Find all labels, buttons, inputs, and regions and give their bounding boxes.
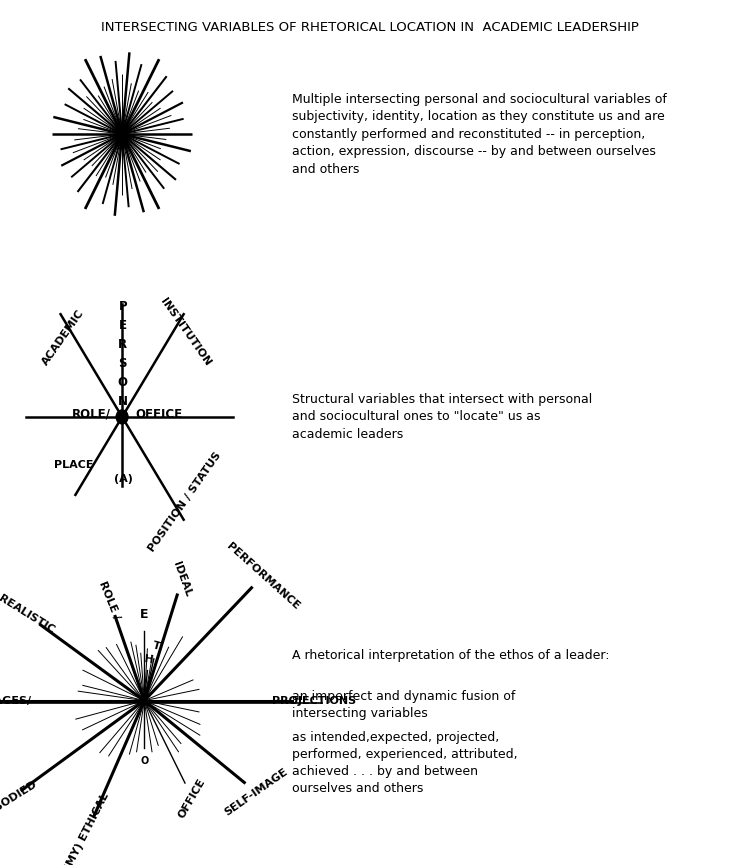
Text: A rhetorical interpretation of the ethos of a leader:: A rhetorical interpretation of the ethos…	[292, 649, 610, 663]
Text: N: N	[118, 394, 128, 408]
Text: Multiple intersecting personal and sociocultural variables of
subjectivity, iden: Multiple intersecting personal and socio…	[292, 93, 667, 176]
Text: INSTITUTION: INSTITUTION	[158, 297, 212, 368]
Text: INTERSECTING VARIABLES OF RHETORICAL LOCATION IN  ACADEMIC LEADERSHIP: INTERSECTING VARIABLES OF RHETORICAL LOC…	[101, 21, 639, 35]
Text: ACADEMIC: ACADEMIC	[40, 308, 86, 367]
Text: PROJECTIONS: PROJECTIONS	[272, 695, 357, 706]
Text: POSITION / STATUS: POSITION / STATUS	[147, 450, 223, 554]
Text: (A): (A)	[114, 474, 133, 484]
Text: OTHERS' IMAGES/: OTHERS' IMAGES/	[0, 695, 30, 706]
Text: ROLE /: ROLE /	[98, 580, 122, 621]
Text: H: H	[144, 654, 154, 665]
Text: O: O	[118, 375, 128, 389]
Text: SELF-IMAGE: SELF-IMAGE	[223, 767, 290, 818]
Text: Structural variables that intersect with personal
and sociocultural ones to "loc: Structural variables that intersect with…	[292, 393, 593, 441]
Text: OFFICE: OFFICE	[177, 777, 208, 820]
Text: T: T	[152, 640, 162, 652]
Text: R: R	[118, 337, 127, 351]
Circle shape	[116, 410, 128, 424]
Text: S: S	[118, 356, 127, 370]
Text: O: O	[140, 756, 149, 766]
Text: ROLE/: ROLE/	[72, 407, 111, 421]
Text: E: E	[140, 607, 149, 621]
Text: P: P	[118, 299, 127, 313]
Text: (MY) ETHICAL: (MY) ETHICAL	[64, 791, 111, 865]
Text: EMBODIED: EMBODIED	[0, 778, 38, 823]
Text: PLACE: PLACE	[54, 459, 94, 470]
Text: PERFORMANCE: PERFORMANCE	[224, 541, 301, 612]
Text: OFFICE: OFFICE	[135, 407, 183, 421]
Text: E: E	[119, 318, 127, 332]
Text: IDEAL: IDEAL	[172, 560, 193, 598]
Text: REALISTIC: REALISTIC	[0, 593, 56, 636]
Text: as intended,expected, projected,
performed, experienced, attributed,
achieved . : as intended,expected, projected, perform…	[292, 731, 518, 795]
Text: an imperfect and dynamic fusion of
intersecting variables: an imperfect and dynamic fusion of inter…	[292, 690, 516, 720]
